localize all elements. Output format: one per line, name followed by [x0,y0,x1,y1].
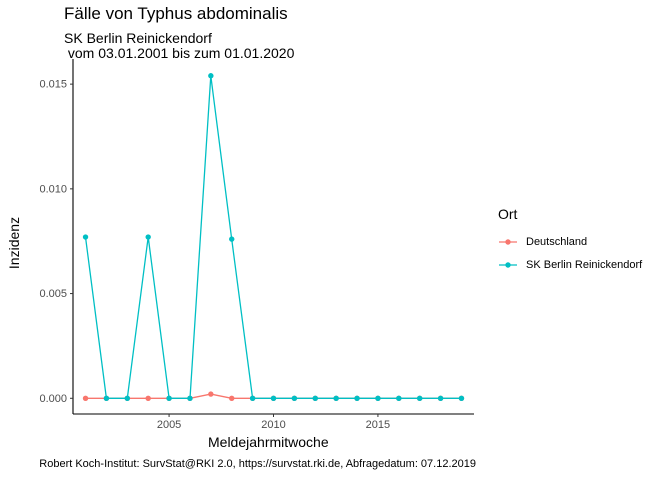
series-point-2 [208,73,214,79]
series-point-2 [166,395,172,401]
legend-label: SK Berlin Reinickendorf [526,258,643,271]
series-point-2 [124,395,131,401]
y-axis-label: Inzidenz [6,216,22,270]
legend-item: SK Berlin Reinickendorf [498,253,642,276]
y-tick-label: 0.015 [39,79,67,91]
axes: 0.000 0.005 0.010 0.015 2005 2010 2015 [39,59,474,431]
series-point-2 [354,395,360,401]
series-point-2 [458,395,465,401]
series-point-2 [249,395,256,401]
series-point-2 [270,395,277,401]
series-point-2 [291,395,298,401]
legend-key-icon [499,238,517,245]
legend-key-point [505,238,511,245]
series-point-2 [375,395,381,401]
legend-key-point [505,261,511,268]
x-axis-label: Meldejahrmitwoche [208,434,329,450]
series-point-2 [416,395,423,401]
y-tick-label: 0.000 [39,393,67,405]
series-line-2 [84,75,462,399]
series-point-2 [187,395,193,401]
y-tick-label: 0.005 [39,288,67,300]
chart-caption: Robert Koch-Institut: SurvStat@RKI 2.0, … [39,458,476,470]
series-point-2 [229,236,235,242]
series-point-2 [312,395,318,401]
series-layer [82,73,465,401]
series-point-2 [145,234,151,240]
x-tick-label: 2015 [366,419,390,431]
legend-key-icon [499,261,517,268]
legend-title: Ort [498,206,518,222]
series-point-1 [229,395,235,401]
x-tick-label: 2010 [261,419,285,431]
series-point-1 [208,391,214,397]
series-point-2 [396,395,402,401]
series-point-1 [82,395,89,401]
series-point-2 [437,395,444,401]
chart-title: Fälle von Typhus abdominalis [64,4,288,23]
legend: Ort Deutschland SK Berlin Reinickendorf [498,206,642,276]
series-point-2 [103,395,110,401]
series-point-2 [82,234,89,240]
legend-label: Deutschland [526,235,588,248]
x-tick-label: 2005 [157,419,181,431]
chart-subtitle: SK Berlin Reinickendorf vom 03.01.2001 b… [64,30,295,61]
legend-item: Deutschland [498,230,642,253]
series-point-1 [145,395,151,401]
series-point-2 [333,395,339,401]
y-tick-label: 0.010 [39,183,67,195]
